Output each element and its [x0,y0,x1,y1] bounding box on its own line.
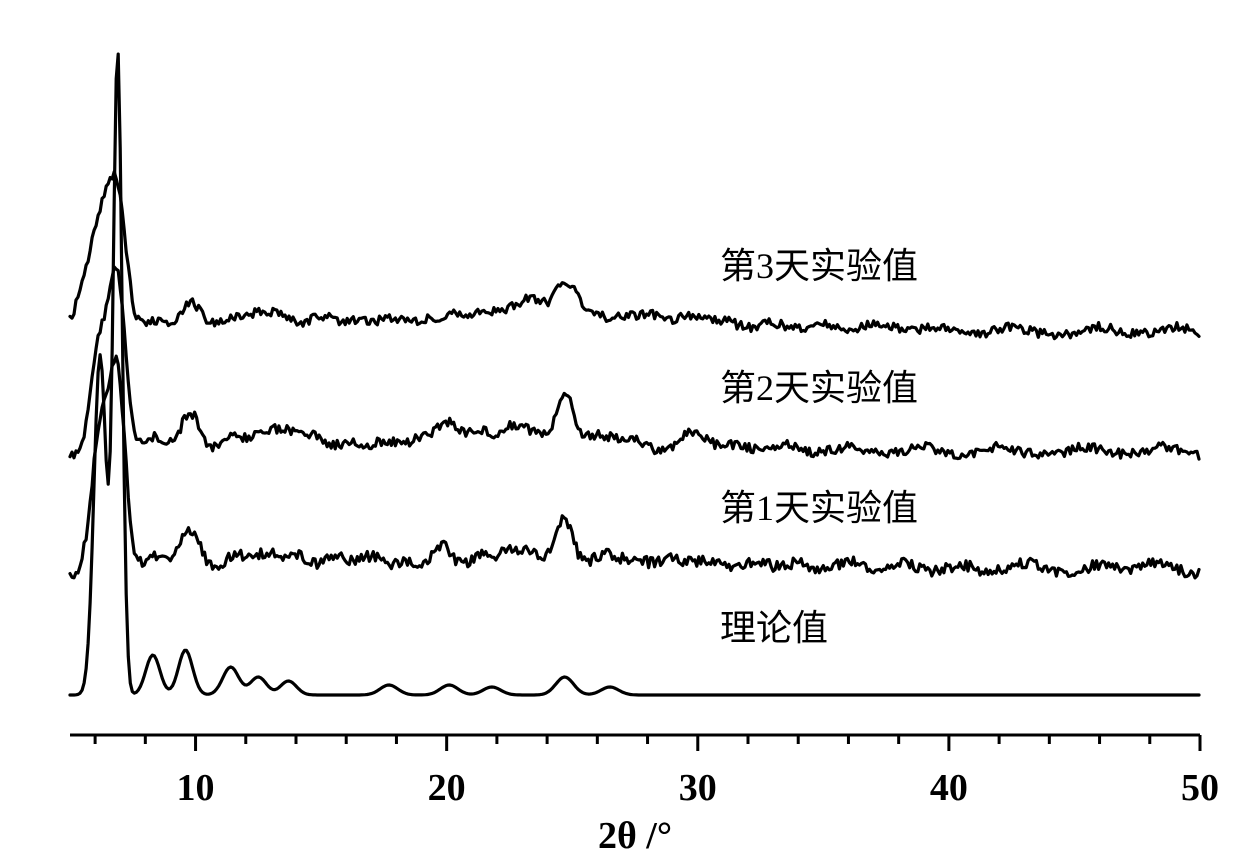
series-label-day1: 第1天实验值 [720,488,918,528]
xrd-chart: 理论值 第1天实验值第2天实验值第3天实验值 10 20 30 40 50 2θ /° [0,0,1239,853]
x-tick-label: 30 [679,767,717,809]
x-tick-label: 10 [177,767,215,809]
series-day1 [70,356,1199,578]
x-axis-label: 2θ /° [598,815,672,853]
series-day3 [70,172,1199,339]
chart-svg: 理论值 第1天实验值第2天实验值第3天实验值 10 20 30 40 50 2θ /° [0,0,1239,853]
series-label-theory: 理论值 [720,608,828,648]
series-label-day3: 第3天实验值 [720,246,918,286]
series-theory [70,54,1199,695]
x-tick-label: 40 [930,767,968,809]
series-label-day2: 第2天实验值 [720,368,918,408]
series-day2 [70,267,1199,459]
x-tick-label: 50 [1181,767,1219,809]
x-tick-label: 20 [428,767,466,809]
